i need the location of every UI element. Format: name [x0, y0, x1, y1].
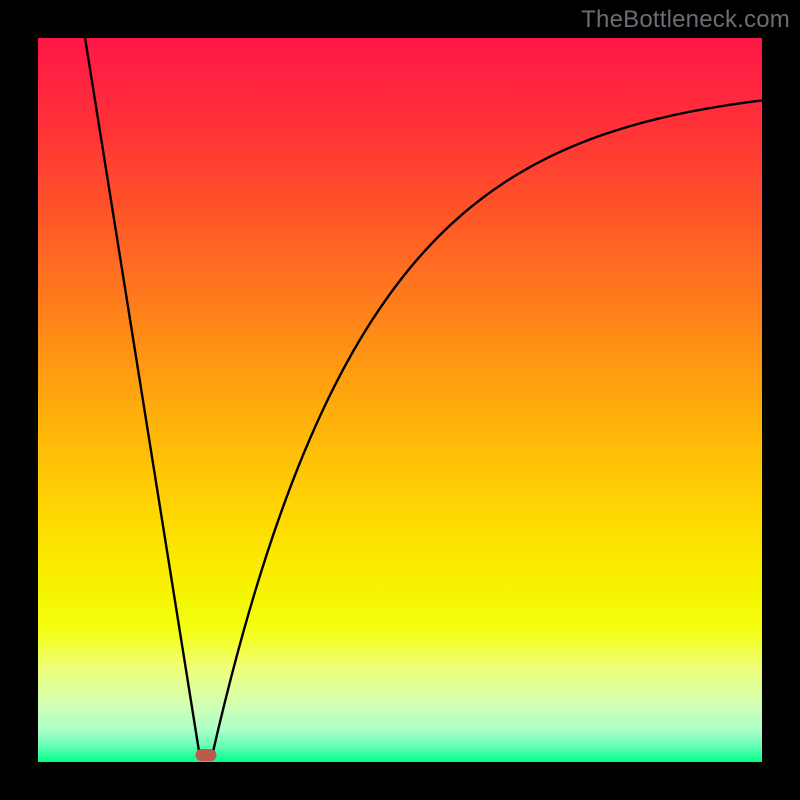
chart-frame	[0, 0, 800, 800]
plot-area	[38, 38, 762, 762]
watermark-text: TheBottleneck.com	[581, 6, 790, 34]
dip-marker	[195, 749, 216, 761]
marker-layer	[38, 38, 762, 762]
